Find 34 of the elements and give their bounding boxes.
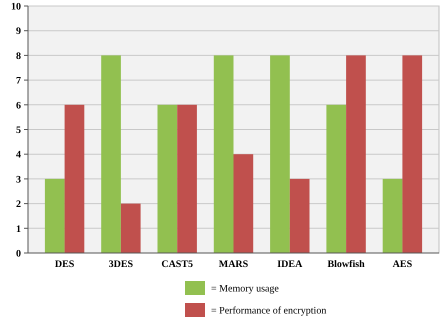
bar [234,154,254,253]
bar [326,104,346,253]
y-tick-label: 2 [16,199,21,210]
bar [290,178,310,253]
y-tick-label: 10 [11,2,21,12]
y-tick-label: 6 [16,100,21,112]
y-tick-label: 9 [16,26,21,38]
legend-label: = Memory usage [211,284,280,294]
bar [44,178,65,253]
y-tick-label: 8 [16,50,21,62]
x-tick-label: MARS [218,259,249,270]
y-tick-label: 0 [16,248,21,260]
bar [120,204,141,253]
x-tick-label: 3DES [108,259,134,270]
x-tick-label: AES [392,259,413,270]
x-tick-label: Blowfish [327,259,366,270]
x-tick-label: IDEA [277,259,304,270]
bar [382,178,402,253]
bar [157,104,178,253]
y-tick-label: 1 [16,224,21,235]
y-tick-label: 5 [16,125,21,136]
bar [346,55,366,253]
y-tick-label: 4 [16,150,21,161]
bar [270,55,290,253]
bar [64,104,84,253]
bar [402,55,422,253]
legend-label: = Performance of encryption [211,306,326,316]
bar [214,55,234,253]
x-tick-label: DES [54,259,75,270]
y-tick-label: 7 [16,76,21,87]
bar [177,104,197,253]
y-tick-label: 3 [16,174,21,186]
x-tick-label: CAST5 [161,259,194,270]
bar [101,55,121,253]
